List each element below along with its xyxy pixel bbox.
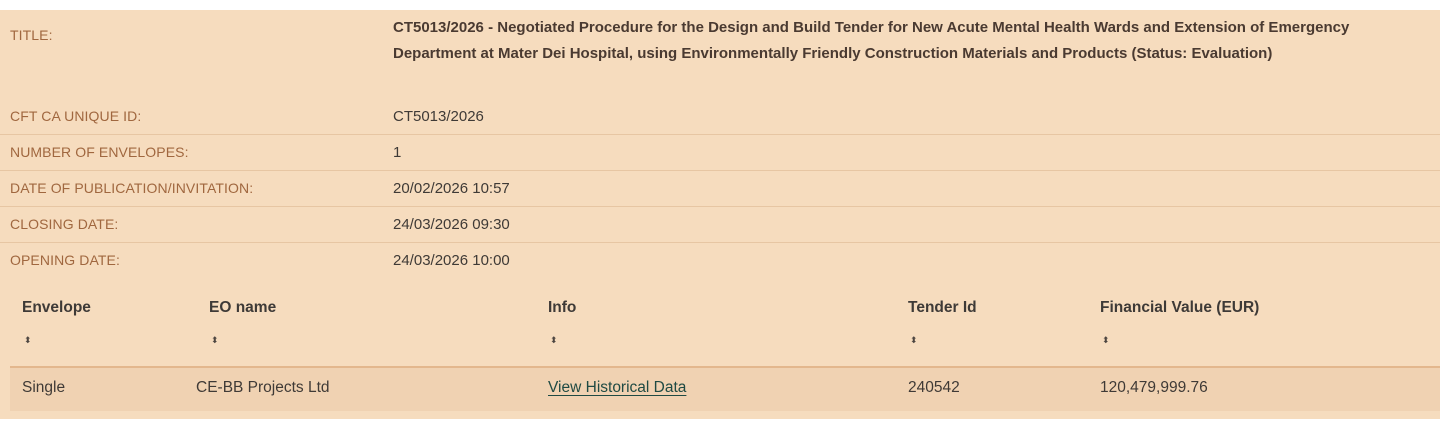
sort-tender-id-icon[interactable]: ⬍ [910, 335, 918, 345]
sort-financial-value-icon[interactable]: ⬍ [1102, 335, 1110, 345]
closing-value: 24/03/2026 09:30 [393, 216, 510, 233]
column-header-envelope[interactable]: Envelope [22, 299, 91, 316]
tender-details-panel [0, 10, 1440, 419]
sort-info-icon[interactable]: ⬍ [550, 335, 558, 345]
cell-envelope: Single [22, 379, 66, 396]
opening-value: 24/03/2026 10:00 [393, 252, 510, 269]
sort-eo-name-icon[interactable]: ⬍ [211, 335, 219, 345]
detail-row-publication [0, 170, 1440, 207]
unique-id-value: CT5013/2026 [393, 108, 484, 125]
cell-eo-name: CE-BB Projects Ltd [196, 379, 330, 396]
column-header-financial-value[interactable]: Financial Value (EUR) [1100, 299, 1260, 316]
detail-row-closing [0, 206, 1440, 243]
publication-label: DATE OF PUBLICATION/INVITATION: [10, 180, 254, 196]
unique-id-label: CFT CA UNIQUE ID: [10, 108, 142, 124]
view-historical-data-link[interactable]: View Historical Data [548, 379, 687, 396]
cell-financial-value: 120,479,999.76 [1100, 379, 1208, 396]
envelopes-label: NUMBER OF ENVELOPES: [10, 144, 189, 160]
opening-label: OPENING DATE: [10, 252, 120, 268]
publication-value: 20/02/2026 10:57 [393, 180, 510, 197]
title-label: TITLE: [10, 27, 53, 43]
tender-title: CT5013/2026 - Negotiated Procedure for t… [393, 19, 1350, 62]
sort-envelope-icon[interactable]: ⬍ [24, 335, 32, 345]
closing-label: CLOSING DATE: [10, 216, 119, 232]
table-row [10, 366, 1440, 411]
detail-row-unique-id [0, 98, 1440, 135]
envelopes-value: 1 [393, 144, 402, 161]
detail-row-envelopes [0, 134, 1440, 171]
cell-tender-id: 240542 [908, 379, 960, 396]
column-header-eo-name[interactable]: EO name [209, 299, 277, 316]
column-header-info[interactable]: Info [548, 299, 577, 316]
column-header-tender-id[interactable]: Tender Id [908, 299, 977, 316]
